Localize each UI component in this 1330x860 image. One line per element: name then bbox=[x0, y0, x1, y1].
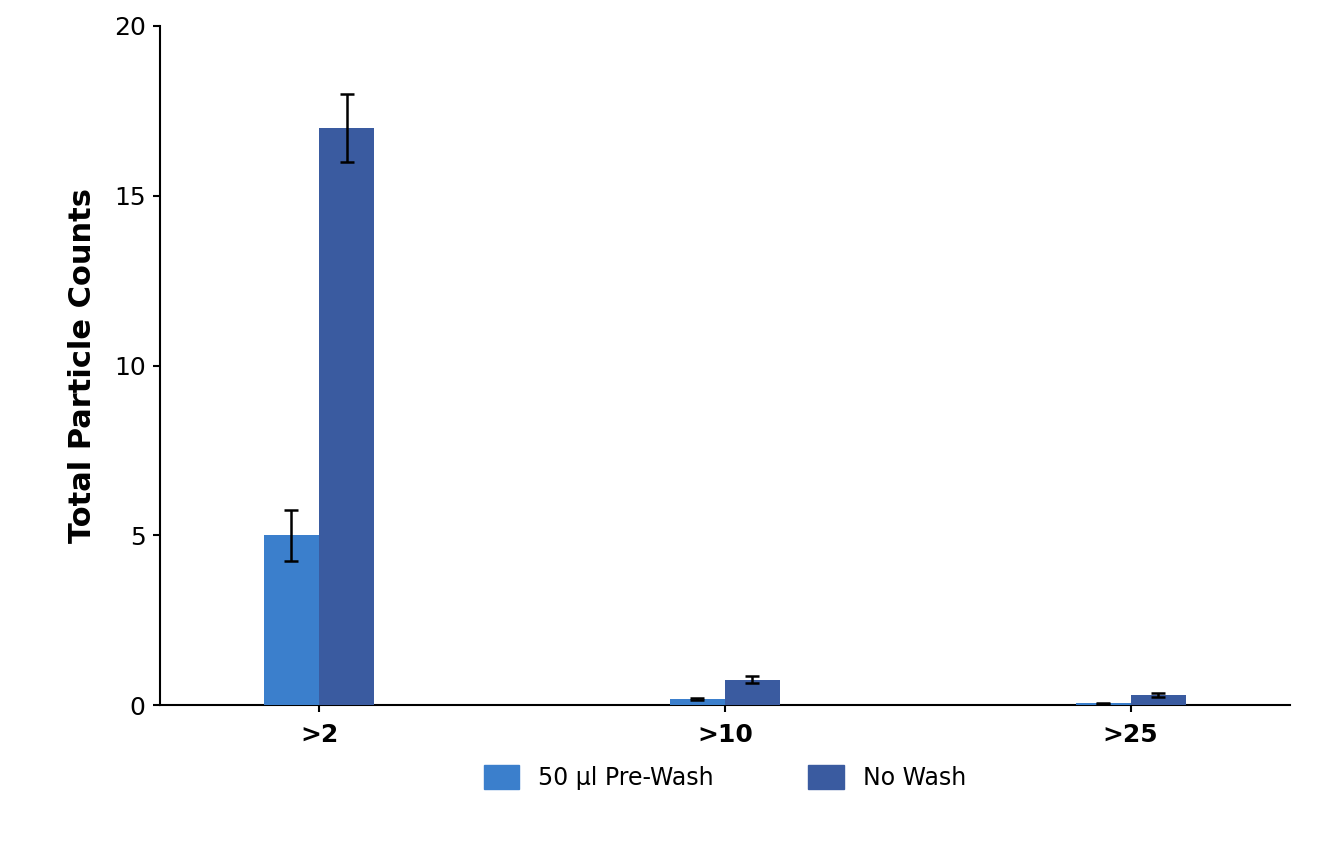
Y-axis label: Total Particle Counts: Total Particle Counts bbox=[68, 188, 97, 543]
Bar bbox=[725, 679, 779, 705]
Legend: 50 µl Pre-Wash, No Wash: 50 µl Pre-Wash, No Wash bbox=[472, 753, 978, 802]
Bar bbox=[1076, 703, 1130, 705]
Bar bbox=[670, 699, 725, 705]
Bar bbox=[1130, 695, 1186, 705]
Bar bbox=[319, 128, 374, 705]
Bar bbox=[263, 535, 319, 705]
